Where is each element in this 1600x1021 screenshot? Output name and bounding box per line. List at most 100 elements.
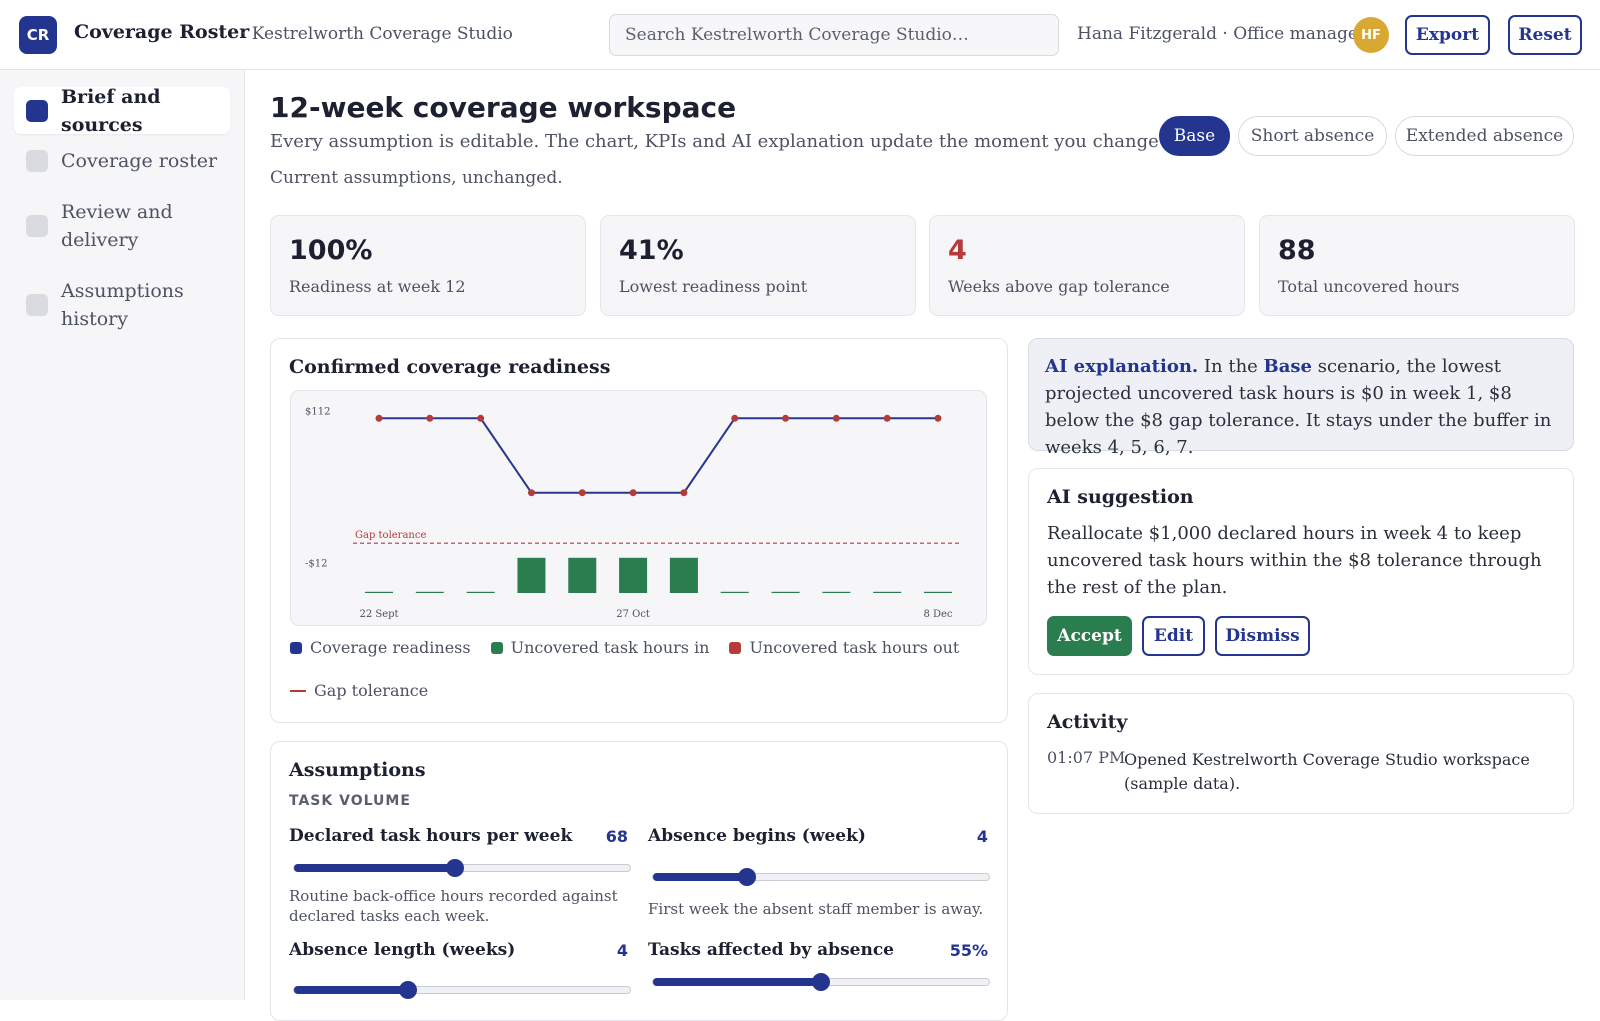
- activity-text: Opened Kestrelworth Coverage Studio work…: [1124, 750, 1530, 793]
- absence-length-slider[interactable]: [293, 981, 631, 999]
- bar-hours-in: [873, 591, 902, 593]
- scenario-extended-absence[interactable]: Extended absence: [1395, 116, 1574, 156]
- data-point: [934, 414, 942, 422]
- kpi-value: 100%: [289, 235, 373, 266]
- kpi-label: Readiness at week 12: [289, 277, 466, 296]
- slider-label: Tasks affected by absence: [648, 940, 894, 960]
- gap-tolerance-label: Gap tolerance: [355, 530, 426, 541]
- search-input[interactable]: [609, 14, 1059, 56]
- legend-swatch-readiness: [290, 641, 302, 654]
- data-point: [782, 414, 790, 422]
- data-point: [426, 414, 434, 422]
- slider-thumb[interactable]: [812, 973, 830, 991]
- activity-title: Activity: [1047, 711, 1128, 733]
- slider-thumb[interactable]: [738, 868, 757, 886]
- coverage-chart: $112 -$12 Gap tolerance 22 Sept 27 Oct 8 Dec: [305, 406, 959, 620]
- nav-square-icon: [26, 99, 48, 122]
- nav-square-icon: [26, 294, 48, 316]
- slider-thumb[interactable]: [446, 859, 465, 877]
- slider-value: 4: [616, 941, 628, 960]
- slider-value: 4: [976, 827, 988, 846]
- kpi-value: 4: [948, 235, 967, 266]
- export-button[interactable]: Export: [1405, 15, 1490, 55]
- legend-label: Coverage readiness: [310, 638, 471, 657]
- bar-hours-in: [466, 591, 495, 593]
- legend-label: Gap tolerance: [314, 681, 429, 700]
- data-point: [832, 414, 840, 422]
- accept-button[interactable]: Accept: [1047, 616, 1132, 656]
- kpi-card-readiness: 100% Readiness at week 12: [270, 215, 586, 316]
- kpi-value: 41%: [619, 235, 684, 266]
- slider-thumb[interactable]: [399, 981, 418, 999]
- activity-card: [1028, 693, 1574, 814]
- bar-hours-in: [568, 557, 597, 593]
- legend-swatch-hours-in: [490, 641, 503, 654]
- bar-hours-in: [619, 557, 648, 593]
- y-tick-label: -$12: [305, 558, 327, 569]
- y-tick-label: $112: [305, 406, 330, 417]
- slider-help: Routine back-office hours recorded again…: [289, 887, 618, 925]
- chart-legend-gap: Gap tolerance: [290, 681, 428, 700]
- sidebar-item-label: Review and delivery: [61, 201, 173, 251]
- kpi-label: Total uncovered hours: [1278, 277, 1460, 296]
- declared-hours-slider[interactable]: [293, 859, 631, 877]
- slider-fill: [653, 873, 748, 881]
- kpi-card-lowest-readiness: 41% Lowest readiness point: [600, 215, 916, 316]
- slider-fill: [294, 986, 409, 994]
- slider-value: 55%: [949, 941, 988, 960]
- ai-suggestion-title: AI suggestion: [1047, 486, 1194, 508]
- data-point: [477, 414, 485, 422]
- data-point: [578, 489, 586, 497]
- sidebar-item-label: Assumptions history: [61, 280, 184, 330]
- sidebar-item-label: Brief and sources: [61, 85, 161, 136]
- page-title: 12-week coverage workspace: [270, 91, 737, 124]
- tasks-affected-slider[interactable]: [652, 973, 990, 991]
- x-tick-label: 22 Sept: [359, 609, 398, 620]
- bar-hours-in: [669, 557, 698, 593]
- sidebar-item-label: Coverage roster: [61, 149, 218, 172]
- section-label-task-volume: TASK VOLUME: [289, 793, 411, 809]
- bar-hours-in: [822, 591, 851, 593]
- slider-fill: [653, 978, 821, 986]
- bar-hours-in: [365, 591, 393, 593]
- kpi-label: Lowest readiness point: [619, 277, 808, 296]
- ai-explanation-text: scenario, the lowest projected uncovered…: [1045, 356, 1552, 458]
- scenario-base[interactable]: Base: [1159, 116, 1230, 156]
- slider-label: Absence length (weeks): [289, 940, 516, 960]
- slider-label: Absence begins (week): [648, 826, 866, 846]
- bar-hours-in: [924, 591, 952, 593]
- bar-hours-in: [517, 557, 546, 593]
- sidebar: Brief and sources Coverage roster Review…: [0, 70, 245, 1000]
- sidebar-item-coverage-roster[interactable]: Coverage roster: [14, 137, 230, 184]
- bar-hours-in: [720, 591, 749, 593]
- dismiss-button[interactable]: Dismiss: [1215, 616, 1310, 656]
- data-point: [883, 414, 891, 422]
- x-tick-label: 8 Dec: [923, 609, 952, 620]
- edit-button[interactable]: Edit: [1142, 616, 1205, 656]
- bar-hours-in: [771, 591, 800, 593]
- scenario-short-absence[interactable]: Short absence: [1238, 116, 1387, 156]
- app-logo: CR: [19, 16, 57, 54]
- legend-line-gap: [290, 689, 306, 692]
- ai-suggestion-text: Reallocate $1,000 declared hours in week…: [1047, 523, 1542, 598]
- slider-fill: [294, 864, 456, 872]
- top-bar: CR Coverage Roster · Kestrelworth Covera…: [0, 0, 1600, 70]
- ai-explanation-scenario: Base: [1263, 356, 1313, 377]
- data-point: [731, 414, 739, 422]
- absence-begins-slider[interactable]: [652, 868, 990, 886]
- page-status: Current assumptions, unchanged.: [270, 168, 563, 188]
- reset-button[interactable]: Reset: [1508, 15, 1582, 55]
- user-name: Hana Fitzgerald · Office manager: [1077, 24, 1367, 44]
- bar-hours-in: [415, 591, 444, 593]
- sidebar-item-assumptions-history[interactable]: Assumptions history: [14, 275, 230, 335]
- app-title: Coverage Roster: [74, 21, 250, 43]
- kpi-value: 88: [1278, 235, 1316, 266]
- sidebar-item-review[interactable]: Review and delivery: [14, 196, 230, 256]
- sidebar-item-brief[interactable]: Brief and sources: [14, 86, 230, 136]
- legend-label: Uncovered task hours out: [749, 638, 960, 657]
- activity-time: 01:07 PM: [1047, 748, 1126, 767]
- avatar[interactable]: HF: [1353, 17, 1389, 53]
- series-line-readiness: [379, 417, 938, 494]
- assumptions-title: Assumptions: [289, 759, 426, 781]
- slider-label: Declared task hours per week: [289, 826, 573, 846]
